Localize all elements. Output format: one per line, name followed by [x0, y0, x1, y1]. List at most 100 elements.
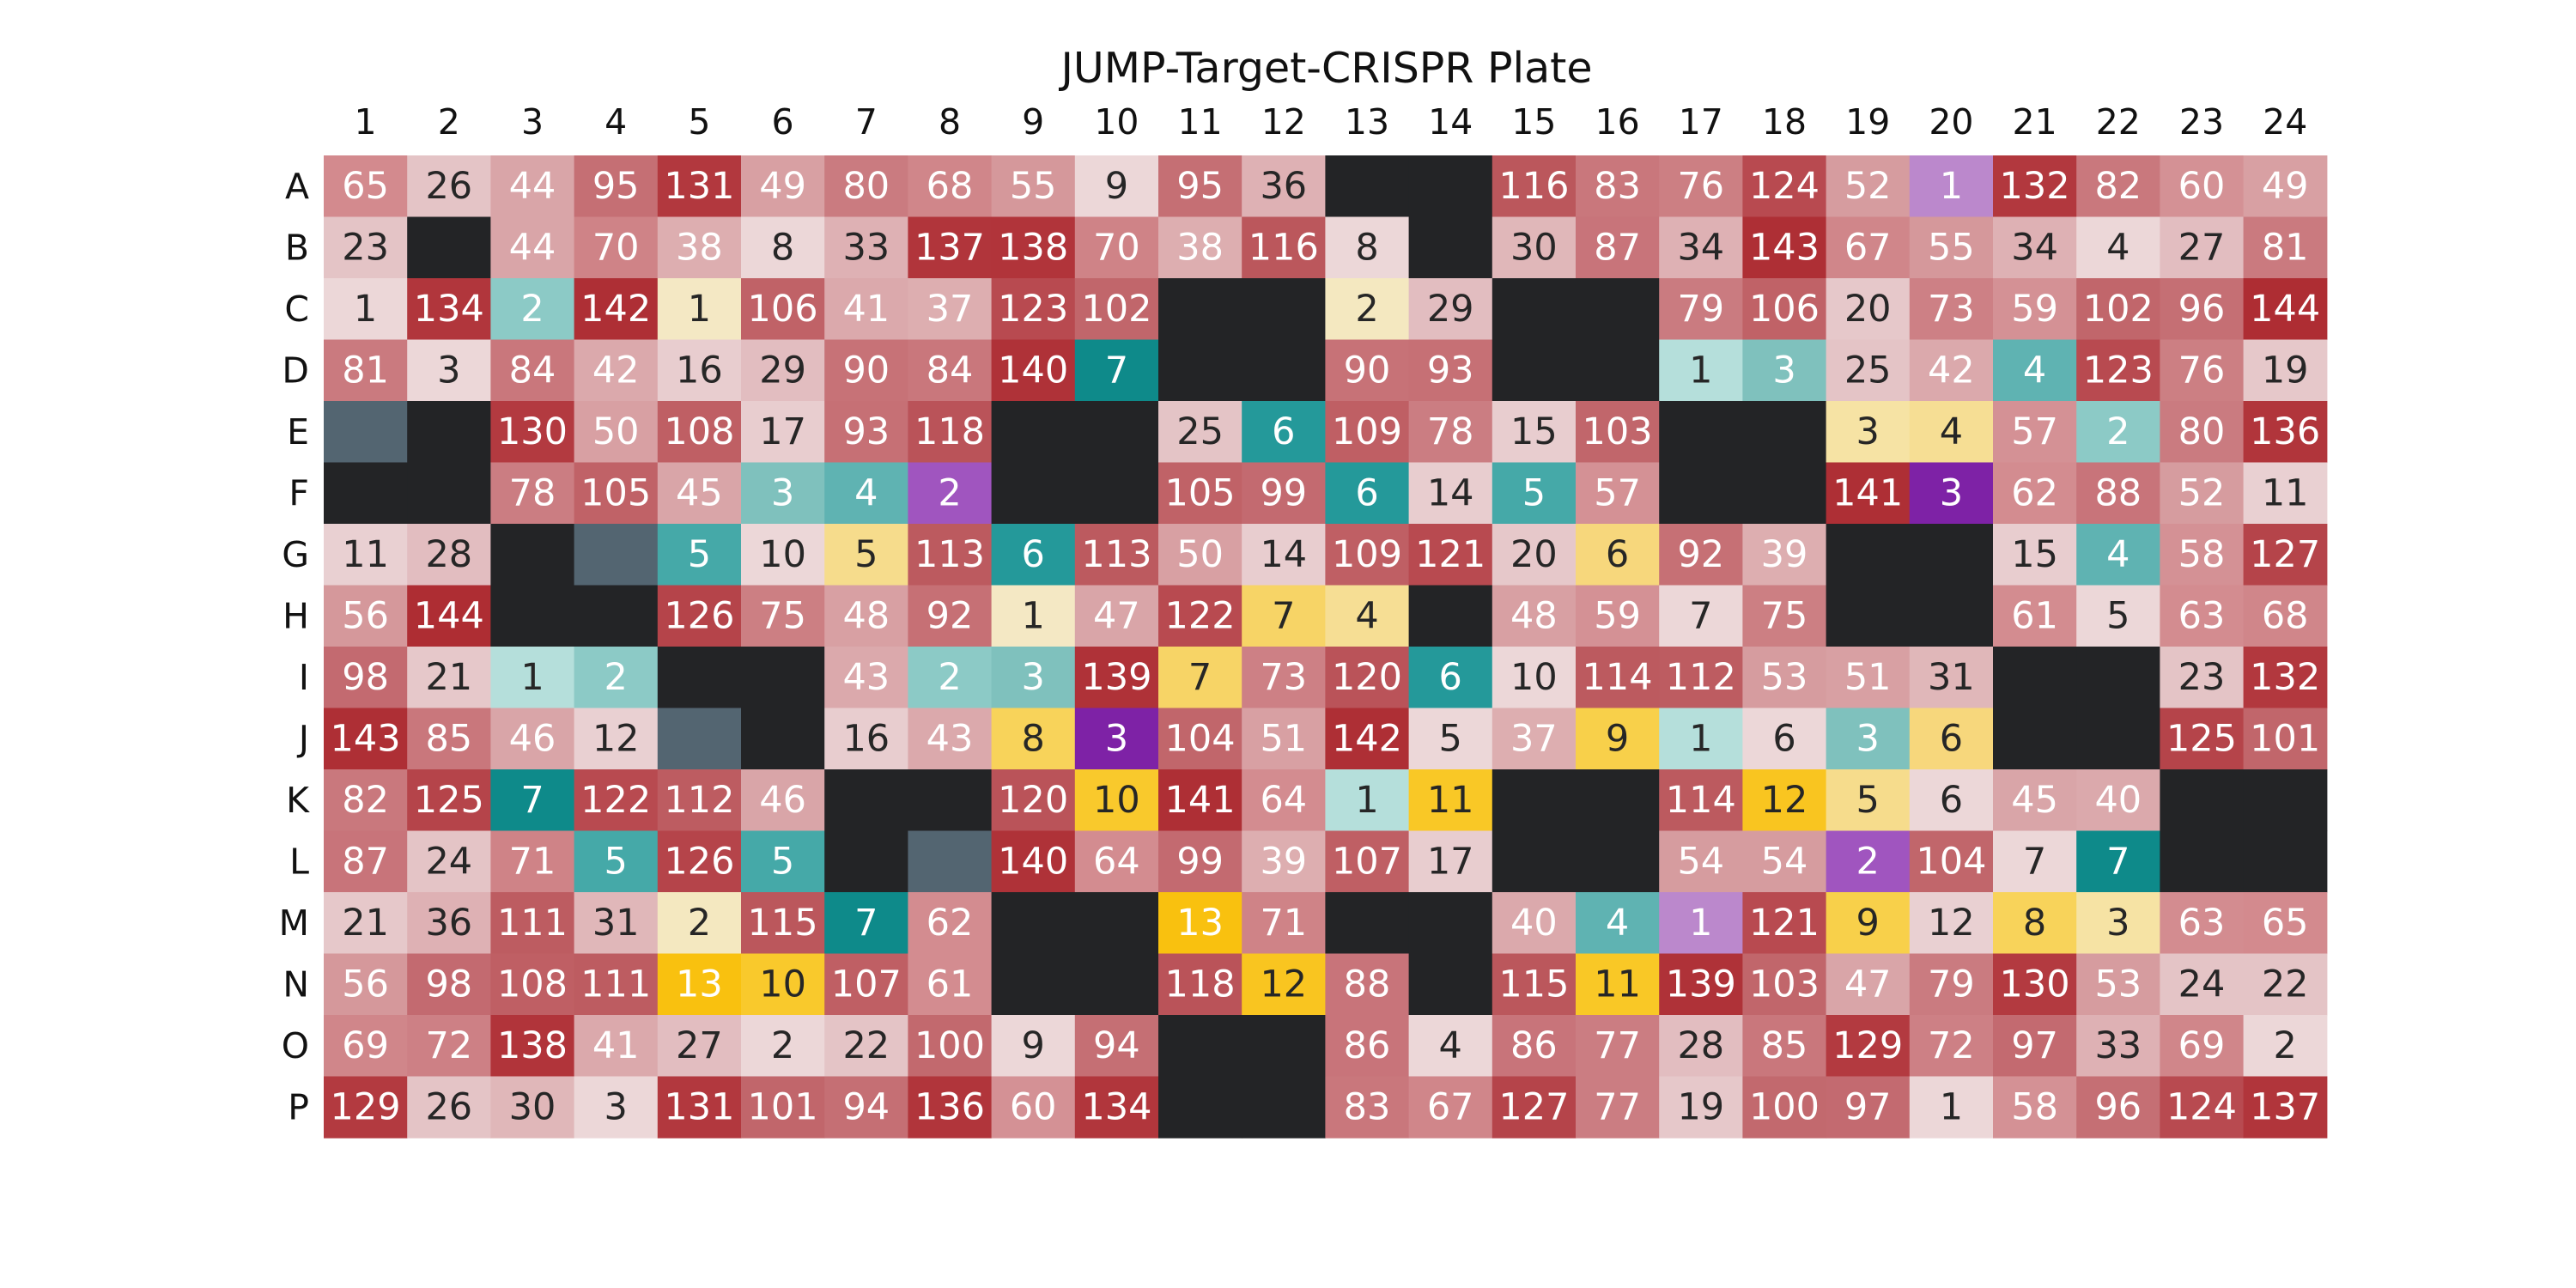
well-value-label: 36	[1260, 165, 1307, 208]
well-value-label: 30	[1510, 226, 1558, 269]
well-value-label: 97	[2011, 1024, 2058, 1067]
well-cell	[1742, 462, 1827, 525]
well-cell	[1325, 953, 1410, 1016]
well-cell	[2076, 278, 2160, 341]
well-value-label: 4	[1355, 594, 1378, 637]
well-cell	[1909, 953, 1994, 1016]
well-value-label: 2	[605, 656, 628, 699]
well-cell	[657, 278, 742, 341]
well-cell	[824, 953, 908, 1016]
well-value-label: 78	[509, 471, 556, 514]
well-cell	[2160, 708, 2245, 770]
well-cell	[324, 647, 408, 709]
well-cell	[741, 830, 825, 893]
well-value-label: 15	[2011, 533, 2058, 576]
well-cell	[1742, 401, 1827, 464]
well-cell	[657, 769, 742, 832]
well-value-label: 53	[2094, 963, 2142, 1005]
well-value-label: 81	[2262, 226, 2309, 269]
column-label: 10	[1094, 101, 1139, 143]
well-value-label: 65	[2262, 902, 2309, 945]
well-cell	[324, 1076, 408, 1139]
well-cell	[324, 339, 408, 402]
well-value-label: 1	[1940, 1085, 1963, 1128]
well-cell	[1909, 647, 1994, 709]
well-cell	[1158, 339, 1242, 402]
well-value-label: 5	[771, 840, 794, 883]
well-cell	[1158, 1015, 1242, 1078]
well-cell	[824, 155, 908, 218]
well-cell	[2076, 892, 2160, 955]
well-cell	[2160, 401, 2245, 464]
well-value-label: 45	[2011, 779, 2058, 822]
well-cell	[741, 585, 825, 647]
well-cell	[490, 216, 575, 279]
well-cell	[574, 830, 659, 893]
well-cell	[1408, 647, 1493, 709]
well-cell	[1826, 1076, 1911, 1139]
well-value-label: 7	[1105, 349, 1128, 392]
well-value-label: 7	[520, 779, 544, 822]
well-value-label: 102	[2083, 288, 2154, 331]
well-value-label: 1	[1355, 779, 1378, 822]
well-cell	[1742, 1076, 1827, 1139]
well-cell	[1074, 278, 1159, 341]
well-value-label: 13	[676, 963, 723, 1005]
well-value-label: 80	[842, 165, 890, 208]
well-value-label: 79	[1928, 963, 1975, 1005]
well-value-label: 109	[1332, 410, 1402, 453]
well-cell	[1659, 278, 1743, 341]
well-value-label: 50	[592, 410, 640, 453]
well-cell	[1909, 830, 1994, 893]
well-value-label: 2	[1856, 840, 1880, 883]
well-cell	[1742, 892, 1827, 955]
well-value-label: 63	[2178, 902, 2226, 945]
column-label: 20	[1929, 101, 1973, 143]
column-label: 18	[1762, 101, 1807, 143]
well-value-label: 93	[842, 410, 890, 453]
well-value-label: 49	[2262, 165, 2309, 208]
well-value-label: 120	[1332, 656, 1402, 699]
well-cell	[574, 278, 659, 341]
well-value-label: 144	[2250, 288, 2320, 331]
well-cell	[991, 278, 1076, 341]
well-value-label: 106	[1749, 288, 1820, 331]
column-label: 11	[1178, 101, 1223, 143]
well-value-label: 6	[1272, 410, 1295, 453]
well-value-label: 45	[676, 471, 723, 514]
well-value-label: 96	[2178, 288, 2226, 331]
well-cell	[2076, 1015, 2160, 1078]
well-cell	[1993, 647, 2077, 709]
well-cell	[490, 708, 575, 770]
well-cell	[2076, 585, 2160, 647]
well-value-label: 12	[592, 717, 640, 760]
well-value-label: 140	[998, 840, 1068, 883]
well-value-label: 138	[998, 226, 1068, 269]
well-cell	[1993, 339, 2077, 402]
well-value-label: 94	[842, 1085, 890, 1128]
well-cell	[1242, 647, 1326, 709]
well-cell	[1909, 216, 1994, 279]
well-cell	[1242, 585, 1326, 647]
well-value-label: 25	[1844, 349, 1892, 392]
well-cell	[1826, 585, 1911, 647]
well-value-label: 116	[1249, 226, 1319, 269]
well-cell	[1659, 216, 1743, 279]
well-cell	[1826, 1015, 1911, 1078]
well-value-label: 7	[2106, 840, 2129, 883]
well-cell	[1492, 339, 1577, 402]
well-value-label: 3	[605, 1085, 628, 1128]
well-cell	[1074, 708, 1159, 770]
well-cell	[991, 339, 1076, 402]
well-value-label: 143	[331, 717, 401, 760]
well-value-label: 75	[1761, 594, 1808, 637]
well-value-label: 12	[1928, 902, 1975, 945]
well-cell	[2243, 892, 2328, 955]
well-value-label: 8	[771, 226, 794, 269]
well-cell	[574, 524, 659, 586]
row-label: A	[285, 166, 309, 207]
well-cell	[657, 1076, 742, 1139]
well-cell	[1742, 585, 1827, 647]
well-value-label: 28	[425, 533, 472, 576]
well-cell	[1826, 339, 1911, 402]
